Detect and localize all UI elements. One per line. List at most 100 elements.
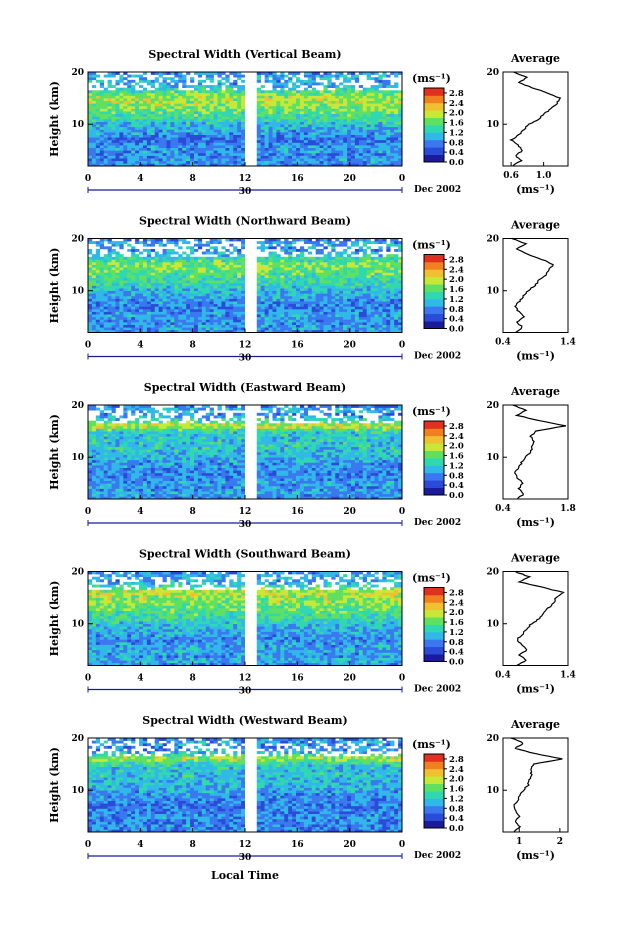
- average-profile: Average 20 10 0.4 1.4 (ms⁻¹): [486, 552, 575, 696]
- y-axis-label: Height (km): [48, 81, 61, 157]
- colorbar-tick-label: 2.4: [449, 265, 464, 275]
- x-tick-label: 16: [291, 174, 304, 184]
- colorbar-unit: (ms⁻¹): [412, 738, 451, 751]
- heatmap: [88, 72, 403, 167]
- date-label: Dec 2002: [414, 685, 461, 695]
- colorbar-tick-label: 0.8: [449, 638, 464, 648]
- x-tick-label: 0: [399, 840, 405, 850]
- x-tick-label: 0: [399, 674, 405, 684]
- x-tick-label: 20: [343, 341, 356, 351]
- x-tick-label: 4: [137, 674, 143, 684]
- colorbar: 2.82.42.01.61.20.80.40.0: [423, 254, 464, 335]
- y-axis-label: Height (km): [48, 747, 61, 823]
- panel-title: Spectral Width (Westward Beam): [142, 714, 347, 727]
- heatmap: [88, 238, 403, 333]
- x-tick-label: 0: [399, 174, 405, 184]
- y-tick-label: 10: [71, 287, 84, 297]
- x-tick-label: 0: [399, 341, 405, 351]
- colorbar-unit: (ms⁻¹): [412, 239, 451, 252]
- colorbar-tick-label: 1.2: [449, 128, 464, 138]
- x-tick-label: 12: [239, 174, 252, 184]
- x-tick-label: 16: [291, 674, 304, 684]
- profile-title: Average: [510, 718, 560, 731]
- panel-1: Spectral Width (Northward Beam) 20 10 Heigh…: [48, 215, 576, 364]
- average-profile: Average 20 10 0.6 1.0 (ms⁻¹): [486, 52, 569, 196]
- colorbar-tick-label: 1.2: [449, 461, 464, 471]
- data-gap: [245, 72, 256, 166]
- profile-x-tick-label: 1.0: [536, 171, 552, 181]
- profile-y-tick-label: 10: [486, 786, 499, 796]
- panel-title: Spectral Width (Northward Beam): [139, 215, 351, 228]
- colorbar-tick-label: 2.8: [449, 89, 464, 99]
- profile-line: [510, 737, 563, 833]
- data-gap: [245, 738, 256, 832]
- day-label: 30: [239, 520, 252, 530]
- y-axis-label: Height (km): [48, 248, 61, 324]
- profile-x-label: (ms⁻¹): [516, 183, 555, 196]
- x-tick-label: 20: [343, 174, 356, 184]
- panel-title: Spectral Width (Eastward Beam): [144, 381, 346, 394]
- data-gap: [245, 571, 256, 666]
- profile-x-tick-label: 0.4: [495, 671, 511, 681]
- colorbar-tick-label: 2.4: [449, 99, 464, 109]
- heatmap: [88, 405, 403, 500]
- x-tick-label: 12: [239, 507, 252, 517]
- x-tick-label: 0: [85, 507, 91, 517]
- x-tick-label: 4: [137, 341, 143, 351]
- day-label: 30: [239, 687, 252, 697]
- y-axis-label: Height (km): [48, 581, 61, 657]
- day-label: 30: [239, 187, 252, 197]
- x-tick-label: 16: [291, 341, 304, 351]
- y-tick-label: 20: [71, 235, 84, 245]
- colorbar-tick-label: 1.2: [449, 628, 464, 638]
- x-tick-label: 12: [239, 341, 252, 351]
- profile-x-tick-label: 1.4: [560, 671, 576, 681]
- profile-y-tick-label: 20: [486, 568, 499, 578]
- x-tick-label: 0: [399, 507, 405, 517]
- x-tick-label: 20: [343, 840, 356, 850]
- x-tick-label: 8: [190, 507, 196, 517]
- panel-title: Spectral Width (Southward Beam): [139, 548, 351, 561]
- y-tick-label: 10: [71, 620, 84, 630]
- profile-y-tick-label: 10: [486, 453, 499, 463]
- heatmap: [88, 571, 403, 666]
- panel-title: Spectral Width (Vertical Beam): [148, 48, 341, 61]
- average-profile: Average 20 10 0.4 1.4 (ms⁻¹): [486, 219, 575, 363]
- date-label: Dec 2002: [414, 185, 461, 195]
- colorbar-unit: (ms⁻¹): [412, 572, 451, 585]
- colorbar-tick-label: 2.0: [449, 775, 464, 785]
- y-tick-label: 20: [71, 568, 84, 578]
- profile-y-tick-label: 20: [486, 401, 499, 411]
- profile-x-tick-label: 1: [516, 837, 522, 847]
- profile-line: [509, 71, 562, 167]
- x-tick-label: 8: [190, 341, 196, 351]
- x-tick-label: 4: [137, 840, 143, 850]
- colorbar-tick-label: 0.0: [449, 658, 464, 668]
- colorbar-tick-label: 2.0: [449, 608, 464, 618]
- colorbar: 2.82.42.01.61.20.80.40.0: [423, 753, 464, 834]
- data-gap: [245, 405, 256, 499]
- x-tick-label: 20: [343, 674, 356, 684]
- y-tick-label: 20: [71, 734, 84, 744]
- day-label: 30: [239, 853, 252, 863]
- x-tick-label: 12: [239, 840, 252, 850]
- colorbar: 2.82.42.01.61.20.80.40.0: [423, 587, 464, 668]
- colorbar-tick-label: 2.8: [449, 755, 464, 765]
- colorbar-tick-label: 2.8: [449, 255, 464, 265]
- profile-y-tick-label: 10: [486, 287, 499, 297]
- x-tick-label: 16: [291, 507, 304, 517]
- colorbar-tick-label: 0.8: [449, 471, 464, 481]
- profile-line: [515, 570, 565, 667]
- profile-title: Average: [510, 219, 560, 232]
- panel-2: Spectral Width (Eastward Beam) 20 10 Height…: [48, 381, 576, 530]
- colorbar-tick-label: 0.8: [449, 804, 464, 814]
- y-tick-label: 10: [71, 120, 84, 130]
- colorbar-tick-label: 2.4: [449, 765, 464, 775]
- y-tick-label: 20: [71, 68, 84, 78]
- colorbar-tick-label: 1.6: [449, 285, 464, 295]
- x-tick-label: 0: [85, 674, 91, 684]
- y-tick-label: 10: [71, 453, 84, 463]
- x-tick-label: 8: [190, 840, 196, 850]
- profile-title: Average: [510, 552, 560, 565]
- colorbar-unit: (ms⁻¹): [412, 72, 451, 85]
